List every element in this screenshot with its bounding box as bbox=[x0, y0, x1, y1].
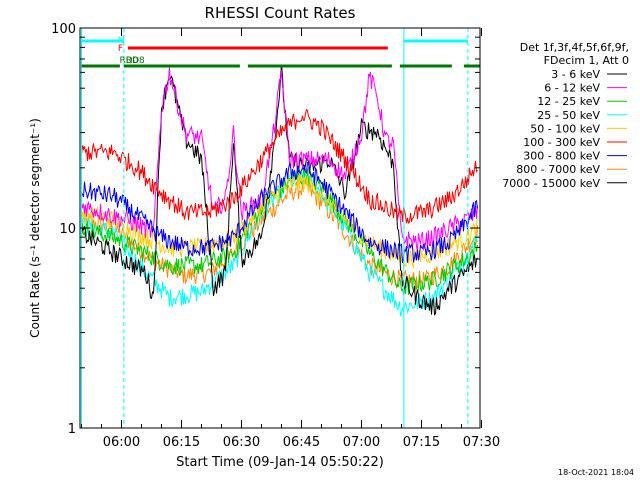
legend-label: 50 - 100 keV bbox=[530, 122, 600, 135]
legend-header-line-2: FDecim 1, Att 0 bbox=[544, 54, 629, 67]
legend-label: 25 - 50 keV bbox=[537, 109, 600, 122]
legend-label: 7000 - 15000 keV bbox=[502, 177, 600, 190]
rd-flag-label-0: RD0 bbox=[119, 56, 138, 66]
x-axis-label: Start Time (09-Jan-14 05:50:22) bbox=[176, 455, 384, 470]
legend-header-line-1: Det 1f,3f,4f,5f,6f,9f, bbox=[520, 41, 629, 54]
x-tick-label: 07:00 bbox=[343, 435, 380, 450]
legend-label: 800 - 7000 keV bbox=[516, 163, 600, 176]
legend-label: 100 - 300 keV bbox=[523, 136, 600, 149]
series-line-6 bbox=[81, 161, 478, 264]
legend-label: 6 - 12 keV bbox=[544, 82, 600, 95]
y-tick-label: 1 bbox=[68, 422, 76, 437]
series-line-3 bbox=[81, 168, 478, 317]
legend-label: 12 - 25 keV bbox=[537, 95, 600, 108]
chart-title: RHESSI Count Rates bbox=[205, 4, 356, 22]
series-line-4 bbox=[81, 173, 478, 269]
series-line-5 bbox=[81, 108, 478, 225]
x-axis: 06:00 06:15 06:30 06:45 07:00 07:15 07:30 bbox=[80, 28, 500, 450]
x-tick-label: 07:30 bbox=[463, 435, 500, 450]
rd-flag-label-1: RD8 bbox=[126, 56, 145, 66]
y-axis-label: Count Rate (s⁻¹ detector segment⁻¹) bbox=[28, 118, 42, 338]
y-tick-label: 100 bbox=[51, 22, 76, 37]
legend-label: 300 - 800 keV bbox=[523, 150, 600, 163]
legend-label: 3 - 6 keV bbox=[551, 68, 600, 81]
footer-date: 18-Oct-2021 18:04 bbox=[558, 468, 634, 477]
y-tick-label: 10 bbox=[59, 222, 76, 237]
x-tick-label: 06:15 bbox=[163, 435, 200, 450]
x-tick-label: 07:15 bbox=[403, 435, 440, 450]
x-tick-label: 06:45 bbox=[283, 435, 320, 450]
x-tick-label: 06:00 bbox=[103, 435, 140, 450]
series-line-0 bbox=[81, 64, 478, 316]
y-axis: 1 10 100 bbox=[51, 22, 480, 437]
f-flag-label-0: F bbox=[118, 44, 123, 54]
x-tick-label: 06:30 bbox=[223, 435, 260, 450]
n-flag-label-0: N bbox=[118, 36, 125, 46]
